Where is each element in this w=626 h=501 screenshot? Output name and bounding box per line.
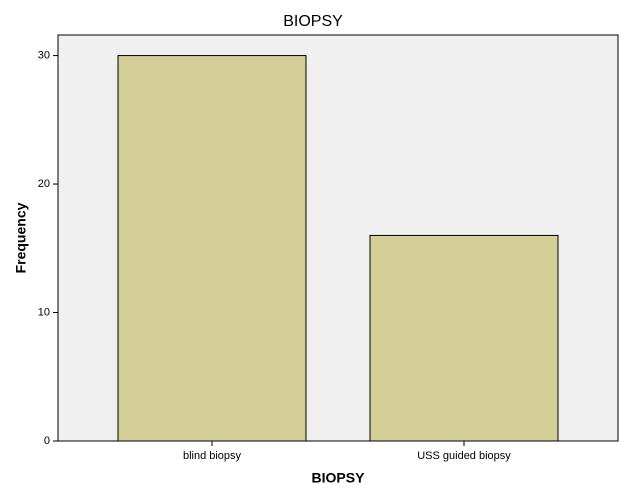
bar [369,234,559,442]
x-tick-label: USS guided biopsy [417,450,511,462]
y-tick-label: 20 [38,178,50,190]
chart-title: BIOPSY [283,13,343,30]
y-tick-label: 0 [44,435,50,447]
bar [117,55,307,442]
y-tick-label: 10 [38,306,50,318]
x-tick-label: blind biopsy [183,450,242,462]
y-axis-label: Frequency [13,202,29,273]
x-axis-label: BIOPSY [312,470,366,486]
y-tick-label: 30 [38,49,50,61]
